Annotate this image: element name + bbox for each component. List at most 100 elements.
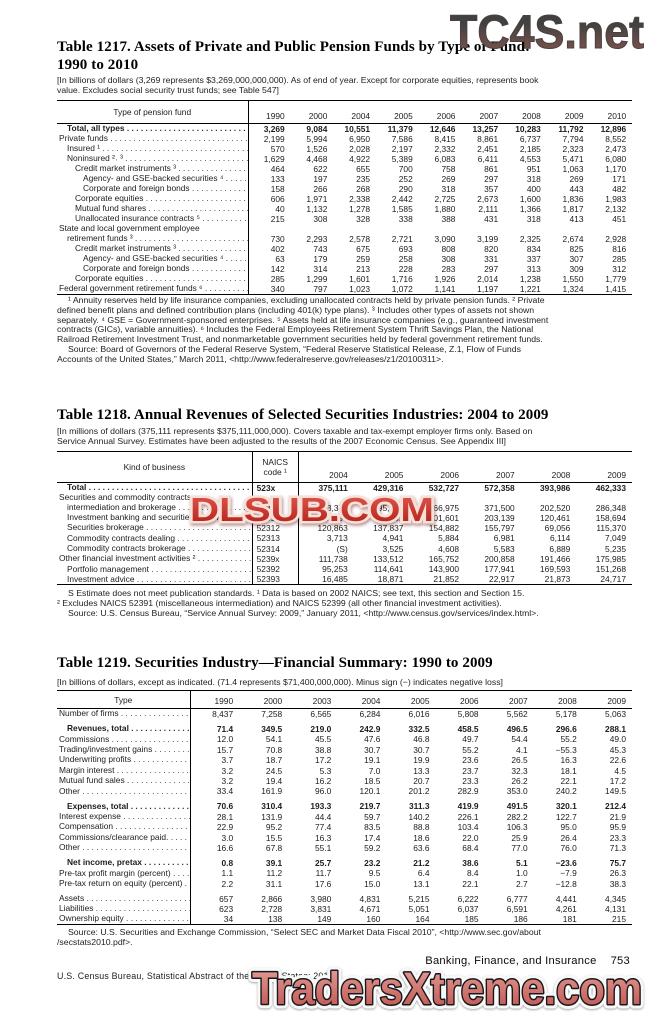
naics-code-cell: 52312 — [251, 522, 299, 534]
value-cell: 133 — [247, 174, 291, 184]
dot-leader — [80, 787, 190, 797]
dot-leader — [109, 735, 189, 745]
table-row: State and local government employee retir… — [57, 224, 632, 244]
note-line: [In billions of dollars, except as indic… — [57, 677, 503, 687]
value-cell: 18.6 — [413, 832, 430, 843]
footnote-line: S Estimate does not meet publication sta… — [68, 589, 525, 598]
dot-leader — [200, 214, 248, 224]
row-label-cell: Mutual fund sales — [57, 776, 190, 786]
pension-assets-table: Type of pension fund 1990 2000 2004 2005 2006… — [57, 100, 633, 295]
value-cell: 4,608 — [438, 543, 460, 554]
dot-leader — [190, 264, 248, 274]
dot-leader — [144, 523, 252, 533]
value-cell: 33.4 — [189, 785, 240, 797]
value-cell: 2,451 — [477, 144, 499, 154]
value-cell: 6,083 — [434, 154, 456, 164]
dot-leader — [80, 843, 190, 853]
row-label: Other — [59, 786, 80, 796]
value-cell: 1,415 — [605, 283, 627, 294]
row-label-cell: State and local government employee retir… — [57, 224, 248, 244]
dot-leader — [125, 776, 190, 786]
value-cell: 54.1 — [265, 734, 283, 745]
value-cell: 21.2 — [413, 857, 430, 868]
value-cell: 311.3 — [409, 801, 430, 812]
value-cell: 283 — [441, 263, 456, 274]
table-row: Revenues, total 71.4 349.5 219.0 242.9 332.5 4… — [57, 719, 632, 734]
value-cell: 320.1 — [555, 801, 577, 812]
column-header-label: Type of pension fund — [57, 100, 248, 124]
value-cell: 26.2 — [511, 775, 528, 786]
value-cell: 120,461 — [540, 512, 571, 523]
value-cell: 28.1 — [189, 811, 240, 822]
value-cell: 137,837 — [373, 523, 404, 534]
value-cell: 8,437 — [189, 708, 240, 719]
value-cell: 2,325 — [519, 233, 541, 244]
value-cell: 572,358 — [484, 483, 515, 493]
value-cell: 758 — [441, 164, 456, 174]
value-cell: 22.6 — [609, 755, 626, 766]
table-row: Pre-tax profit margin (percent) 1.1 11.2 11… — [57, 867, 632, 879]
value-cell: 295,804 — [373, 502, 404, 513]
value-cell: 158 — [247, 184, 291, 194]
value-cell: 47.6 — [364, 734, 381, 745]
row-label: Interest expense — [59, 811, 121, 821]
value-cell: 4,131 — [605, 904, 626, 915]
value-cell: −23.6 — [555, 857, 577, 868]
row-label-cell: Total — [57, 483, 252, 494]
naics-code-cell: 52392 — [251, 564, 299, 575]
value-cell: 282.2 — [506, 811, 528, 822]
footnote-line: Source: Board of Governors of the Federa… — [68, 344, 521, 354]
column-header-label: Kind of business — [57, 451, 253, 483]
value-cell: 2,199 — [247, 134, 291, 144]
value-cell: 2,928 — [605, 233, 627, 244]
value-cell: 181 — [562, 914, 577, 925]
value-cell: 5,051 — [408, 904, 430, 915]
value-cell: 606 — [247, 194, 291, 204]
value-cell: 2.7 — [516, 878, 528, 889]
table-row: Commissions 12.0 54.1 45.5 47.6 46.8 49.7 54.4 5… — [57, 734, 632, 745]
value-cell: 49.0 — [609, 734, 626, 745]
value-cell: 11,792 — [558, 124, 584, 134]
value-cell: 13.1 — [413, 878, 430, 889]
row-label: Commissions — [59, 734, 110, 744]
value-cell: 861 — [484, 164, 499, 174]
value-cell: 4,261 — [555, 904, 577, 915]
table-row: Credit market instruments ³ 402 743 675 693 8… — [57, 243, 632, 254]
chapter-title: Banking, Finance, and Insurance — [425, 955, 597, 967]
value-cell: 820 — [484, 243, 499, 254]
row-label: State and local government employee — [59, 224, 200, 233]
value-cell: 212.4 — [605, 801, 626, 812]
row-label: intermediation and brokerage — [67, 502, 176, 512]
value-cell: 49.7 — [462, 734, 479, 745]
value-cell: 3,090 — [434, 233, 456, 244]
value-cell: 17.2 — [609, 775, 626, 786]
value-cell: 623 — [189, 903, 240, 915]
table1217-footnotes: ¹ Annuity reserves held by life insuranc… — [57, 296, 632, 365]
value-cell: 1,197 — [477, 283, 499, 294]
value-cell: 6,737 — [519, 134, 541, 144]
table-row: Net income, pretax 0.8 39.1 25.7 23.2 21.2 38.… — [57, 852, 632, 868]
value-cell: 228 — [398, 263, 413, 274]
dot-leader — [114, 766, 189, 776]
row-label: Investment advice — [67, 574, 135, 584]
table-row: Expenses, total 70.6 310.4 193.3 219.7 311.3 4… — [57, 796, 632, 812]
value-cell: 76.0 — [560, 842, 577, 853]
row-label-cell: Total, all types — [57, 124, 248, 135]
value-cell: 318 — [526, 214, 541, 224]
value-cell: 6,080 — [605, 154, 627, 164]
column-header-naics-line: code ¹ — [263, 467, 287, 477]
value-cell: 17.6 — [315, 878, 332, 889]
value-cell: 491.5 — [506, 801, 528, 812]
value-cell: 71.4 — [189, 719, 240, 734]
value-cell: 496.5 — [506, 724, 528, 734]
row-label: Federal government retirement funds ⁶ — [59, 283, 203, 293]
value-cell: 266 — [313, 184, 328, 194]
value-cell: 402 — [247, 243, 291, 254]
value-cell: 290 — [398, 184, 413, 194]
value-cell: 16.3 — [560, 755, 577, 766]
value-cell: 331 — [484, 253, 499, 264]
dot-leader — [175, 534, 252, 544]
value-cell: 5,994 — [306, 134, 328, 144]
